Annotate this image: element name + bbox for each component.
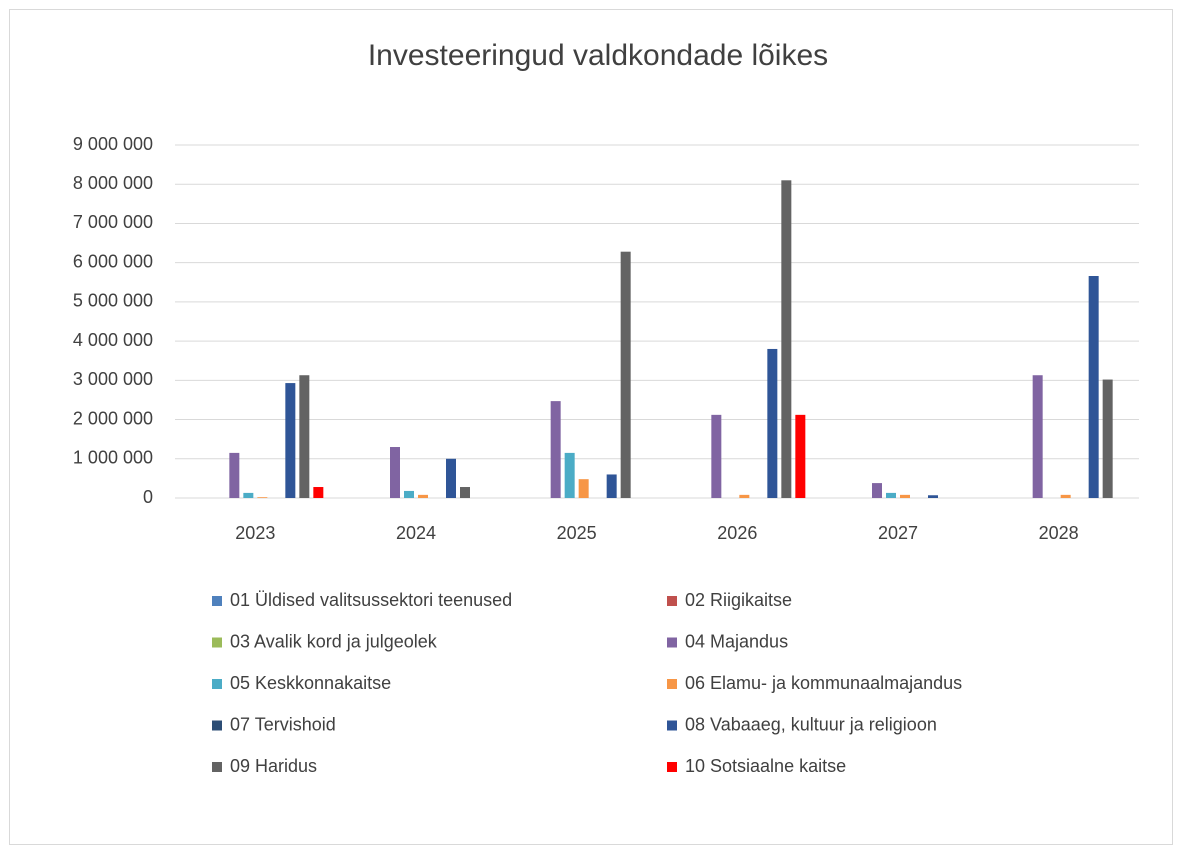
legend-label: 04 Majandus [685,631,788,651]
y-tick-label: 3 000 000 [73,369,153,389]
y-tick-label: 1 000 000 [73,448,153,468]
y-tick-label: 5 000 000 [73,291,153,311]
legend-label: 10 Sotsiaalne kaitse [685,756,846,776]
legend-swatch [667,720,677,731]
legend-label: 03 Avalik kord ja julgeolek [230,631,438,651]
legend-swatch [212,596,222,606]
bar [928,495,938,498]
bar [781,180,792,499]
bar [257,497,268,498]
bar [460,487,470,498]
legend-label: 08 Vabaaeg, kultuur ja religioon [685,714,937,734]
bar [285,383,296,498]
bar [1032,375,1043,498]
legend-swatch [212,637,222,648]
bar [229,452,240,498]
bar [795,414,806,498]
legend-swatch [212,679,222,689]
bar [767,348,778,498]
bar [1102,379,1113,498]
legend-label: 01 Üldised valitsussektori teenused [230,590,512,610]
x-tick-label: 2028 [1039,523,1079,543]
bar [446,458,456,498]
y-tick-label: 2 000 000 [73,408,153,428]
y-tick-label: 7 000 000 [73,212,153,232]
x-tick-label: 2023 [235,523,275,543]
x-tick-label: 2024 [396,523,436,543]
x-tick-label: 2025 [557,523,597,543]
bar [313,487,324,498]
legend-swatch [667,679,677,689]
y-tick-label: 4 000 000 [73,330,153,350]
bar [550,401,561,498]
bar [564,452,575,498]
y-tick-label: 9 000 000 [73,134,153,154]
x-tick-label: 2026 [717,523,757,543]
y-tick-label: 8 000 000 [73,173,153,193]
bar [739,494,750,498]
bar [620,251,631,498]
legend-swatch [667,762,677,772]
bar [872,483,882,498]
legend-label: 02 Riigikaitse [685,590,792,610]
legend-label: 09 Haridus [230,756,317,776]
bar [390,447,400,498]
bar [418,494,428,498]
chart-frame [9,9,1173,845]
legend-label: 05 Keskkonnakaitse [230,673,391,693]
legend-swatch [212,720,222,731]
chart-title: Investeeringud valdkondade lõikes [368,39,828,72]
bar [1060,494,1071,498]
legend-swatch [667,596,677,606]
bar [1088,276,1099,498]
legend-swatch [667,637,677,648]
bar [243,492,254,498]
legend-swatch [212,762,222,772]
bar [711,414,722,498]
bar [404,490,414,498]
y-tick-label: 6 000 000 [73,251,153,271]
bar [299,375,310,498]
bar [900,494,910,498]
bar [578,479,589,498]
legend-label: 06 Elamu- ja kommunaalmajandus [685,673,962,693]
x-tick-label: 2027 [878,523,918,543]
bar [886,492,896,498]
y-tick-label: 0 [143,487,153,507]
bar [606,474,617,498]
legend-label: 07 Tervishoid [230,714,336,734]
